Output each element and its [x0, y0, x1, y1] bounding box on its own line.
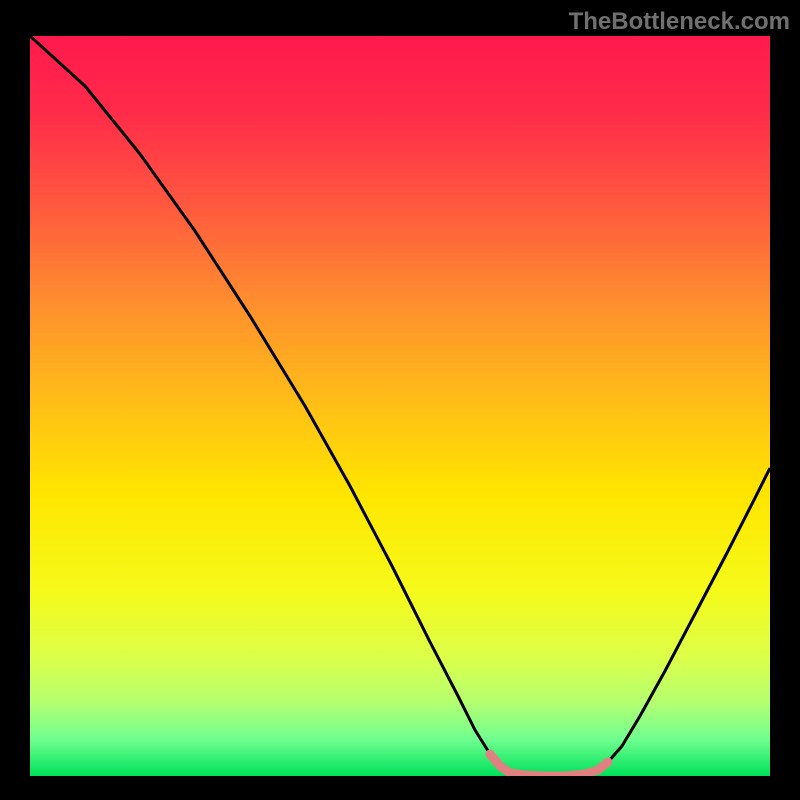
plot-svg	[30, 36, 770, 776]
plot-area	[30, 36, 770, 776]
chart-container: TheBottleneck.com	[0, 0, 800, 800]
watermark-text: TheBottleneck.com	[569, 8, 790, 36]
gradient-panel	[30, 36, 770, 776]
